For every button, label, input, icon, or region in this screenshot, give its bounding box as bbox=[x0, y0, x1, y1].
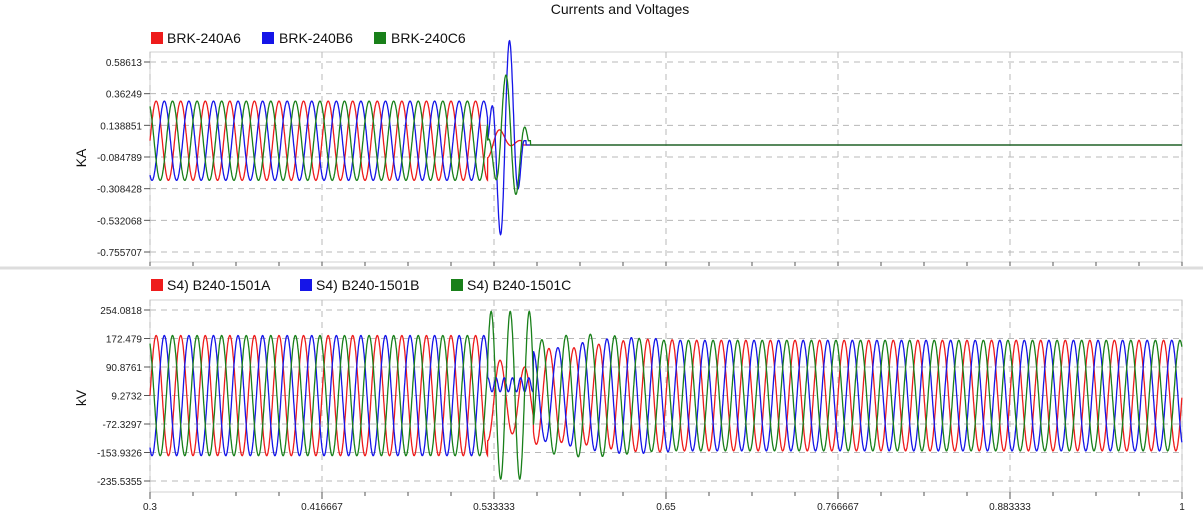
chart-title: Currents and Voltages bbox=[551, 1, 690, 17]
x-tick-label: 0.766667 bbox=[817, 502, 859, 512]
legend-label: S4) B240-1501A bbox=[167, 277, 271, 293]
y-axis-label: KA bbox=[73, 148, 89, 167]
legend-label: S4) B240-1501B bbox=[316, 277, 420, 293]
x-tick-label: 0.65 bbox=[656, 502, 676, 512]
current-panel: BRK-240A6 BRK-240B6 BRK-240C6 0.58613 0.3… bbox=[73, 30, 1183, 266]
y-ticks: 0.58613 0.36249 0.138851 -0.084789 -0.308428… bbox=[97, 58, 150, 259]
x-tick-label: 0.533333 bbox=[473, 502, 515, 512]
series-line-1 bbox=[149, 334, 1183, 458]
y-tick-label: 0.36249 bbox=[106, 90, 143, 101]
y-tick-label: 0.58613 bbox=[106, 58, 143, 69]
series-line-3 bbox=[149, 310, 1183, 481]
voltage-panel: S4) B240-1501A S4) B240-1501B S4) B240-1… bbox=[73, 277, 1185, 512]
x-tick-label: 1 bbox=[1179, 502, 1185, 512]
legend-swatch bbox=[262, 32, 274, 44]
y-tick-label: 172.479 bbox=[106, 334, 143, 345]
series-line-2 bbox=[149, 334, 1183, 457]
y-tick-label: -0.532068 bbox=[97, 216, 142, 227]
legend-label: BRK-240C6 bbox=[391, 30, 466, 46]
y-tick-label: 90.8761 bbox=[106, 363, 143, 374]
legend: S4) B240-1501A S4) B240-1501B S4) B240-1… bbox=[151, 277, 571, 293]
y-tick-label: 254.0818 bbox=[100, 306, 142, 317]
legend-label: BRK-240B6 bbox=[279, 30, 353, 46]
legend-swatch bbox=[151, 279, 163, 291]
y-tick-label: -235.5355 bbox=[97, 477, 142, 488]
y-tick-label: -0.308428 bbox=[97, 185, 142, 196]
y-tick-label: -153.9326 bbox=[97, 449, 142, 460]
y-tick-label: -0.755707 bbox=[97, 248, 142, 259]
legend-swatch bbox=[151, 32, 163, 44]
y-tick-label: -72.3297 bbox=[103, 420, 143, 431]
legend-label: BRK-240A6 bbox=[167, 30, 241, 46]
y-tick-label: -0.084789 bbox=[97, 153, 142, 164]
x-tick-label: 0.3 bbox=[143, 502, 157, 512]
legend-swatch bbox=[300, 279, 312, 291]
legend-label: S4) B240-1501C bbox=[467, 277, 571, 293]
legend-swatch bbox=[374, 32, 386, 44]
y-ticks: 254.0818 172.479 90.8761 9.2732 -72.3297 -153… bbox=[97, 306, 150, 488]
series-line-3 bbox=[149, 74, 1182, 195]
y-tick-label: 9.2732 bbox=[111, 391, 142, 402]
y-axis-label: kV bbox=[73, 389, 89, 406]
legend: BRK-240A6 BRK-240B6 BRK-240C6 bbox=[151, 30, 466, 46]
x-tick-label: 0.883333 bbox=[989, 502, 1031, 512]
series-group bbox=[149, 39, 1182, 236]
series-group bbox=[149, 310, 1183, 481]
legend-swatch bbox=[451, 279, 463, 291]
y-tick-label: 0.138851 bbox=[100, 121, 142, 132]
x-tick-label: 0.416667 bbox=[301, 502, 343, 512]
x-ticks: 0.3 0.416667 0.533333 0.65 0.766667 0.883333 1 bbox=[143, 492, 1185, 512]
